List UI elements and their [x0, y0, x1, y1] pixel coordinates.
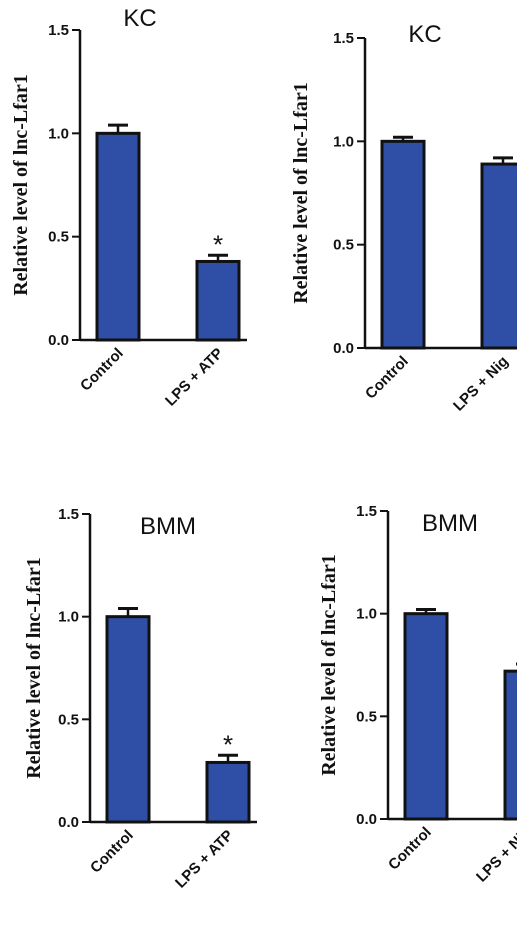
y-tick-label: 0.0 [356, 811, 377, 828]
y-tick-label: 0.5 [58, 711, 79, 728]
x-tick-label: LPS + Nig [450, 353, 512, 415]
y-tick-label: 0.5 [333, 237, 354, 254]
bar-control [380, 139, 426, 350]
chart-title: KC [123, 5, 156, 32]
bar-lps-nig [480, 162, 517, 350]
significance-marker: * [223, 729, 233, 759]
y-tick-label: 1.0 [48, 125, 69, 142]
bar-lps-atp [205, 760, 251, 824]
bar-lps-nig [503, 669, 517, 821]
y-tick-label: 1.0 [333, 133, 354, 150]
x-tick-label: LPS + ATP [172, 827, 237, 892]
chart-panel-3: BMM Relative level of lnc-Lfar1 0.0 0.5 1.0 1… [23, 506, 257, 892]
x-tick-label: Control [87, 827, 137, 877]
x-tick-label: Control [385, 824, 435, 874]
bar-control [95, 131, 141, 342]
y-tick-label: 1.0 [58, 609, 79, 626]
chart-title: BMM [422, 510, 478, 537]
y-tick-label: 1.0 [356, 606, 377, 623]
chart-title: KC [408, 21, 441, 48]
y-tick-label: 0.0 [58, 814, 79, 831]
y-axis-label: Relative level of lnc-Lfar1 [318, 554, 340, 776]
bar-lps-atp [195, 259, 241, 342]
y-tick-label: 1.5 [48, 22, 69, 39]
x-tick-label: LPS + ATP [162, 345, 227, 410]
y-tick-label: 0.5 [356, 708, 377, 725]
y-tick-label: 0.5 [48, 229, 69, 246]
x-tick-label: Control [362, 353, 412, 403]
bar-control [403, 612, 449, 821]
x-tick-label: Control [77, 345, 127, 395]
chart-title: BMM [140, 513, 196, 540]
y-tick-label: 1.5 [356, 503, 377, 520]
y-tick-label: 1.5 [58, 506, 79, 523]
bar-control [105, 615, 151, 824]
y-axis-label: Relative level of lnc-Lfar1 [10, 74, 32, 296]
significance-marker: * [213, 229, 223, 259]
chart-panel-4: BMM Relative level of lnc-Lfar1 0.0 0.5 1.0 1… [318, 503, 517, 886]
x-tick-label: LPS + Nig [473, 824, 517, 886]
y-tick-label: 0.0 [333, 340, 354, 357]
y-tick-label: 1.5 [333, 30, 354, 47]
chart-panel-2: KC Relative level of lnc-Lfar1 0.0 0.5 1.0 1.… [290, 21, 517, 415]
y-axis-label: Relative level of lnc-Lfar1 [290, 82, 312, 304]
y-tick-label: 0.0 [48, 332, 69, 349]
chart-panel-1: KC Relative level of lnc-Lfar1 0.0 0.5 1.0 1.… [10, 5, 247, 410]
y-axis-label: Relative level of lnc-Lfar1 [23, 557, 45, 779]
